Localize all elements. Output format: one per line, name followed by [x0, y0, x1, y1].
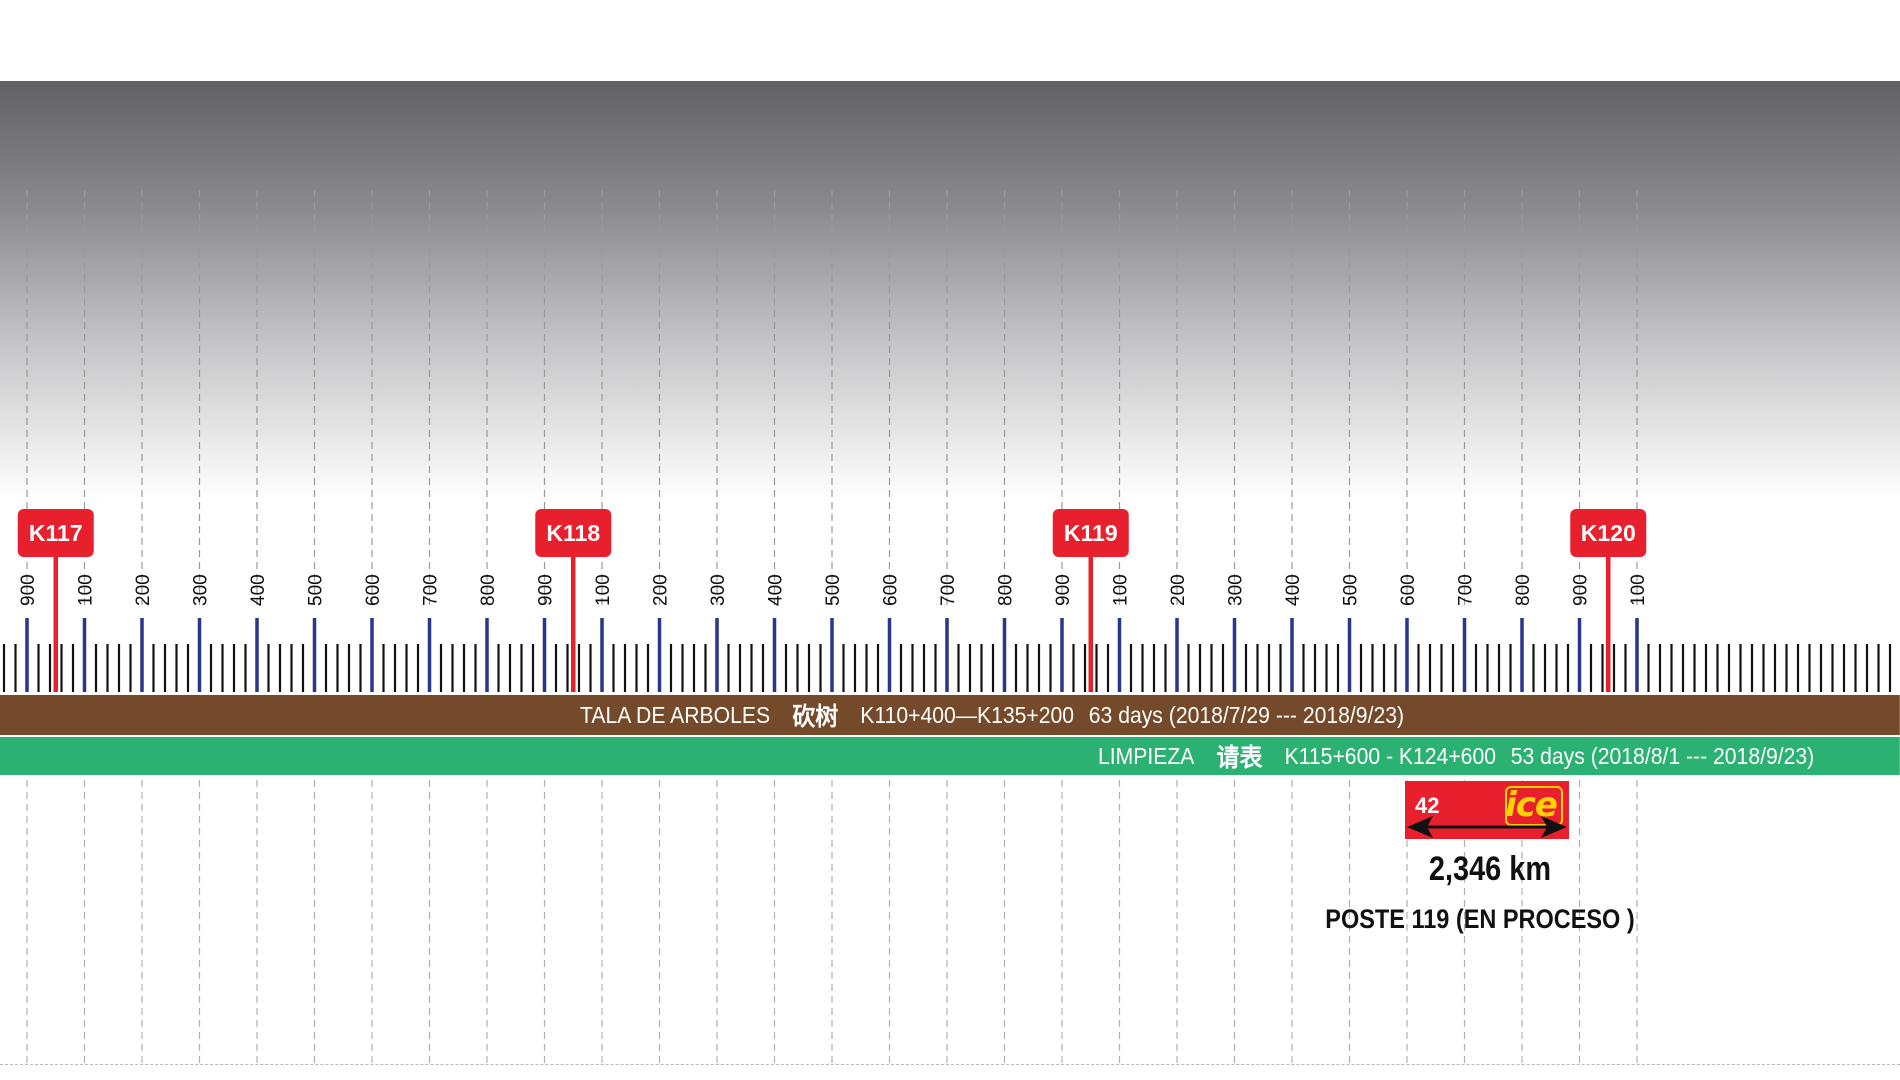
scale-tick-label: 600 [1398, 574, 1419, 606]
ice-logo-frame [1505, 786, 1563, 826]
scale-tick-label: 200 [1168, 574, 1189, 606]
scale-tick-label: 500 [1341, 574, 1362, 606]
scale-tick-label: 500 [823, 574, 844, 606]
milestone-badge [1570, 509, 1647, 557]
limpieza-name: LIMPIEZA [1097, 742, 1195, 769]
scale-tick-label: 100 [76, 574, 97, 606]
milestone-label: K117 [29, 520, 83, 546]
bottom-dashed-line [0, 1064, 1900, 1065]
scale-tick-label: 400 [1283, 574, 1304, 606]
tala-name: TALA DE ARBOLES [579, 701, 771, 728]
scale-tick-label: 100 [1111, 574, 1132, 606]
milestone-badge [535, 509, 612, 557]
band-tala-de-arboles: TALA DE ARBOLES 砍树 K110+400—K135+200 63 … [0, 695, 1900, 735]
double-arrow-icon [1407, 816, 1567, 838]
tala-duration: 63 days (2018/7/29 --- 2018/9/23) [1088, 701, 1405, 728]
tala-name-chinese: 砍树 [792, 703, 839, 731]
scale-tick-label: 800 [478, 574, 499, 606]
scale-tick-label: 100 [1628, 574, 1649, 606]
scale-tick-label: 800 [1513, 574, 1534, 606]
scale-tick-label: 900 [18, 574, 39, 606]
scale-tick-label: 200 [133, 574, 154, 606]
band-limpieza: LIMPIEZA 请表 K115+600 - K124+600 53 days … [0, 737, 1900, 775]
scale-tick-label: 700 [1456, 574, 1477, 606]
scale-tick-label: 400 [766, 574, 787, 606]
pole-caption: POSTE 119 (EN PROCESO ) [1325, 904, 1635, 934]
ice-pole-sign: 42 ice [1405, 781, 1569, 839]
sky-gradient-background [0, 81, 1900, 500]
milestone-badge [17, 509, 94, 557]
scale-tick-label: 900 [536, 574, 557, 606]
scale-tick-label: 100 [593, 574, 614, 606]
ice-logo: ice [1505, 785, 1558, 825]
milestone-label: K119 [1064, 520, 1118, 546]
scale-tick-label: 300 [1226, 574, 1247, 606]
tala-range: K110+400—K135+200 [860, 701, 1075, 728]
milestone-badge [1052, 509, 1129, 557]
scale-tick-label: 500 [306, 574, 327, 606]
milestone-label: K118 [546, 520, 600, 546]
scale-tick-label: 800 [996, 574, 1017, 606]
scale-tick-label: 200 [651, 574, 672, 606]
scale-tick-label: 600 [363, 574, 384, 606]
limpieza-name-chinese: 请表 [1216, 744, 1263, 772]
scale-tick-label: 700 [938, 574, 959, 606]
scale-tick-label: 300 [191, 574, 212, 606]
scale-tick-label: 600 [881, 574, 902, 606]
scale-tick-label: 700 [421, 574, 442, 606]
distance-label: 2,346 km [1428, 850, 1552, 888]
scale-tick-label: 900 [1571, 574, 1592, 606]
sign-number: 42 [1415, 793, 1440, 818]
scale-tick-label: 300 [708, 574, 729, 606]
scale-tick-label: 900 [1053, 574, 1074, 606]
milestone-label: K120 [1581, 520, 1636, 546]
scale-tick-label: 400 [248, 574, 269, 606]
limpieza-range: K115+600 - K124+600 [1284, 742, 1496, 769]
limpieza-duration: 53 days (2018/8/1 --- 2018/9/23) [1510, 742, 1815, 769]
